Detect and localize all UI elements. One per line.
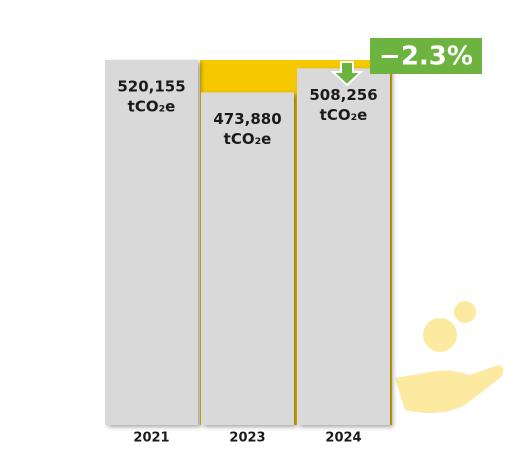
- unit-label: tCO₂e: [320, 106, 368, 124]
- badge-text: −2.3%: [379, 42, 473, 72]
- x-tick-label: 2023: [229, 431, 265, 446]
- unit-label: tCO₂e: [224, 130, 272, 148]
- unit-label: tCO₂e: [128, 98, 176, 116]
- bar: [297, 68, 390, 425]
- down-arrow: [330, 61, 364, 87]
- decoration: [395, 301, 504, 414]
- value-label: 508,256: [309, 86, 377, 104]
- value-label: 520,155: [117, 78, 185, 96]
- change-badge: −2.3%: [330, 38, 482, 87]
- x-tick-label: 2021: [133, 431, 169, 446]
- bar: [201, 92, 294, 426]
- x-tick-label: 2024: [325, 431, 361, 446]
- bar: [105, 60, 198, 425]
- value-label: 473,880: [213, 110, 281, 128]
- badge-box: [370, 38, 482, 74]
